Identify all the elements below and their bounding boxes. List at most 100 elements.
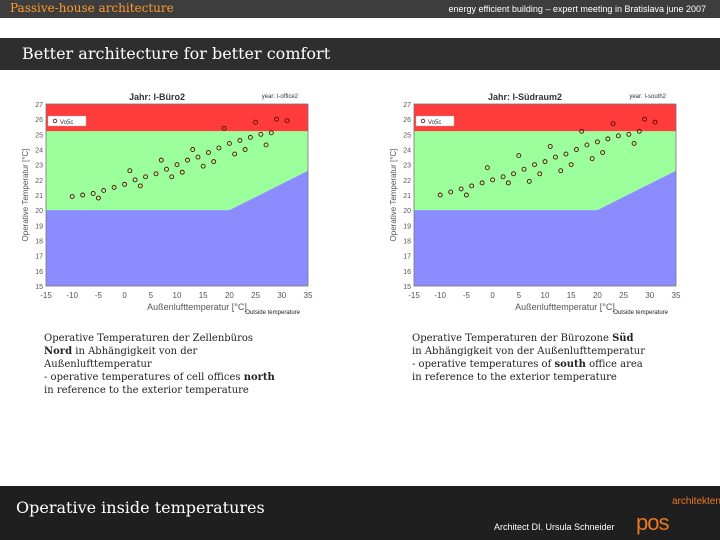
data-point [69, 194, 75, 199]
data-point [642, 116, 648, 122]
data-point [226, 140, 232, 146]
data-point [516, 153, 522, 159]
plot-frame [45, 103, 309, 287]
data-point [101, 187, 107, 193]
caption-right-bold: Süd [612, 333, 634, 344]
data-point [589, 156, 595, 162]
x-tick-label: 10 [541, 291, 550, 300]
caption-left: Operative Temperaturen der Zellenbüros N… [44, 332, 275, 397]
data-point [127, 168, 133, 174]
y-tick-label: 22 [35, 178, 43, 185]
x-tick-label: 5 [517, 291, 522, 300]
caption-left-bold: north [243, 372, 275, 383]
x-tick-label: 10 [173, 291, 182, 300]
data-point [448, 189, 454, 195]
legend-label: Vo5c [60, 120, 73, 126]
y-tick-label: 20 [403, 208, 411, 215]
y-tick-label: 23 [403, 163, 411, 170]
data-point [164, 166, 169, 172]
data-point [221, 125, 227, 131]
data-point [80, 192, 86, 198]
x-tick-label: 5 [149, 291, 154, 300]
legend-label: Vo5c [428, 120, 441, 126]
legend-marker [420, 118, 426, 124]
x-tick-label: -15 [408, 291, 420, 300]
data-point [190, 147, 196, 152]
zone-comfort [46, 131, 308, 211]
data-point [143, 174, 149, 180]
caption-right-line: - operative temperatures of south office… [412, 358, 645, 371]
zone-too-cold [46, 170, 308, 286]
data-point [526, 178, 532, 184]
data-point [568, 162, 574, 168]
y-tick-label: 19 [403, 223, 411, 230]
header-bar: Passive-house architecture energy effici… [0, 0, 720, 18]
data-point [610, 121, 616, 127]
caption-right-text: - operative temperatures of [412, 359, 555, 370]
y-tick-label: 19 [35, 223, 43, 230]
y-tick-label: 22 [403, 178, 411, 185]
x-tick-label: 15 [567, 291, 576, 300]
caption-right-line: in Abhängigkeit von der Außenlufttempera… [412, 346, 646, 357]
caption-left-line: - operative temperatures of cell offices… [44, 371, 275, 384]
y-tick-label: 18 [403, 239, 411, 246]
data-point [237, 137, 243, 143]
y-tick-label: 15 [403, 284, 411, 291]
legend-box [47, 115, 87, 127]
y-tick-label: 17 [403, 254, 411, 261]
x-tick-label: 20 [593, 291, 602, 300]
outside-temperature-label: Outside temperature [613, 310, 668, 316]
x-tick-label: 25 [619, 291, 628, 300]
y-tick-label: 18 [35, 239, 43, 246]
caption-left-text: in Abhängigkeit von der [72, 346, 198, 357]
zone-comfort [414, 131, 676, 211]
data-point [500, 174, 506, 180]
data-point [626, 131, 632, 137]
x-axis-label: Außenlufttemperatur [°C] [515, 302, 615, 312]
caption-left-line: Nord in Abhängigkeit von der [44, 345, 275, 358]
x-tick-label: 30 [645, 291, 654, 300]
y-tick-label: 20 [35, 208, 43, 215]
data-point [263, 142, 269, 148]
footer-bar: Operative inside temperatures Architect … [0, 486, 720, 540]
x-tick-label: 0 [490, 291, 495, 300]
data-point [205, 150, 211, 155]
x-tick-label: 0 [122, 291, 127, 300]
data-point [247, 134, 253, 140]
pos-logo: pos architekten [636, 496, 720, 536]
data-point [242, 147, 248, 152]
x-tick-label: 35 [672, 291, 681, 300]
data-point [132, 177, 138, 183]
data-point [122, 181, 128, 187]
data-point [631, 140, 637, 146]
zone-too-warm [414, 104, 676, 132]
data-point [605, 136, 611, 142]
author: Architect DI. Ursula Schneider [494, 522, 615, 532]
data-point [268, 130, 274, 136]
data-point [437, 192, 443, 198]
caption-right-line: in reference to the exterior temperature [412, 372, 617, 383]
data-point [179, 169, 185, 175]
logo-text: pos [636, 510, 669, 535]
data-point [636, 128, 642, 134]
data-point [579, 128, 585, 134]
data-point [479, 180, 485, 186]
y-axis-label: Operative Temperatur [°C] [21, 149, 30, 242]
data-point [211, 159, 217, 165]
data-point [111, 184, 117, 190]
data-point [537, 171, 543, 177]
footer-title: Operative inside temperatures [16, 498, 265, 517]
x-tick-label: 30 [277, 291, 286, 300]
data-point [600, 150, 606, 155]
section-title: Passive-house architecture [10, 1, 174, 15]
zone-too-warm [46, 104, 308, 132]
data-point [558, 168, 564, 174]
data-point [200, 163, 206, 169]
data-point [153, 171, 159, 177]
data-point [284, 118, 290, 124]
data-point [505, 180, 511, 186]
chart-office-north: -15 -10 -5 0 5 10 15 20 25 30 35 15 16 17 18 19 20 21 22 23… [18, 84, 318, 316]
data-point [547, 144, 553, 149]
data-point [216, 145, 222, 151]
data-point [90, 191, 96, 196]
